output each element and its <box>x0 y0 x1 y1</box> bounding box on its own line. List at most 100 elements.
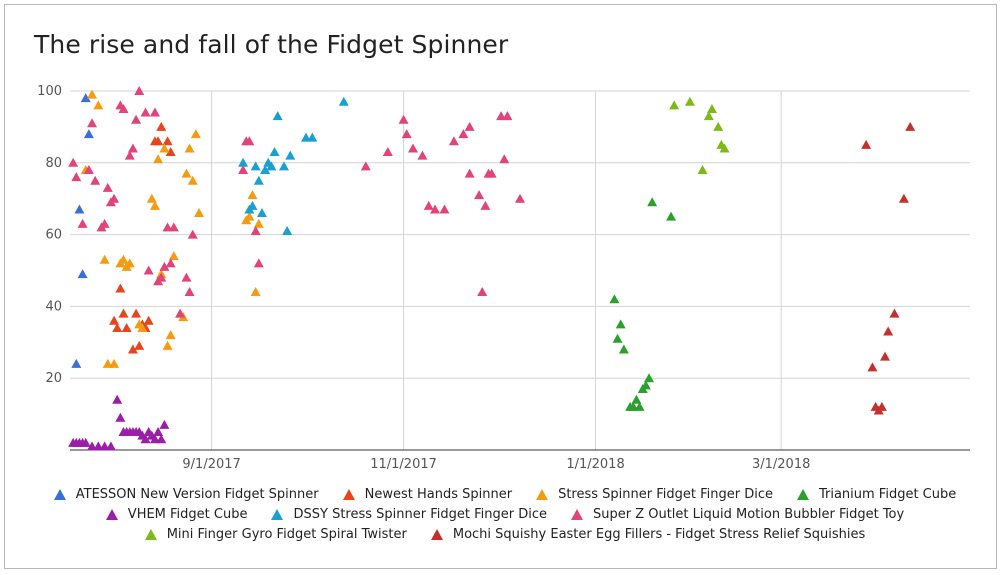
series-0 <box>71 93 94 368</box>
data-point <box>401 129 412 139</box>
y-tick-label: 40 <box>45 299 62 314</box>
data-point <box>464 121 475 131</box>
data-point <box>134 340 145 350</box>
data-point <box>307 132 318 142</box>
data-point <box>168 251 179 261</box>
data-point <box>697 164 708 174</box>
data-point <box>282 226 293 236</box>
data-point <box>105 441 116 451</box>
data-point <box>80 93 91 103</box>
legend-item[interactable]: Trianium Fidget Cube <box>796 487 956 502</box>
data-point <box>439 204 450 214</box>
data-point <box>74 204 85 214</box>
data-point <box>168 222 179 232</box>
data-point <box>153 136 164 146</box>
series-3 <box>609 197 677 411</box>
chart-title: The rise and fall of the Fidget Spinner <box>34 30 509 59</box>
data-point <box>187 175 198 185</box>
chart-card <box>4 4 997 569</box>
data-point <box>499 154 510 164</box>
data-point <box>83 164 94 174</box>
data-point <box>382 147 393 157</box>
legend-row: Mini Finger Gyro Fidget Spiral Twister Mo… <box>30 524 980 544</box>
legend-label: Stress Spinner Fidget Finger Dice <box>558 486 773 502</box>
legend-label: Mochi Squishy Easter Egg Fillers - Fidge… <box>452 526 866 542</box>
data-point <box>666 211 677 221</box>
data-point <box>423 200 434 210</box>
data-point <box>458 129 469 139</box>
data-point <box>905 121 916 131</box>
x-tick-label: 1/1/2018 <box>566 457 624 472</box>
legend-triangle-icon <box>105 508 118 520</box>
data-point <box>477 287 488 297</box>
legend-item[interactable]: DSSY Stress Spinner Fidget Finger Dice <box>271 507 547 522</box>
data-point <box>99 218 110 228</box>
data-point <box>99 254 110 264</box>
data-point <box>464 168 475 178</box>
data-point <box>71 358 82 368</box>
legend-item[interactable]: ATESSON New Version Fidget Spinner <box>53 487 319 502</box>
series-8 <box>861 121 916 415</box>
data-point <box>124 258 135 268</box>
data-point <box>149 200 160 210</box>
data-point <box>247 190 258 200</box>
data-point <box>149 434 160 444</box>
legend-label: DSSY Stress Spinner Fidget Finger Dice <box>293 506 547 522</box>
data-point <box>408 143 419 153</box>
data-point <box>703 111 714 121</box>
data-point <box>115 412 126 422</box>
data-point <box>417 150 428 160</box>
data-point <box>146 193 157 203</box>
data-point <box>706 103 717 113</box>
data-point <box>131 308 142 318</box>
data-point <box>244 211 255 221</box>
x-tick-label: 11/1/2017 <box>370 457 437 472</box>
data-point <box>143 265 154 275</box>
data-point <box>238 157 249 167</box>
series-4 <box>68 394 170 451</box>
data-point <box>861 139 872 149</box>
legend-item[interactable]: Mochi Squishy Easter Egg Fillers - Fidge… <box>430 526 866 542</box>
legend-triangle-icon <box>536 488 549 500</box>
data-point <box>250 287 261 297</box>
legend-row: VHEM Fidget Cube DSSY Stress Spinner Fidg… <box>30 504 980 524</box>
data-point <box>77 218 88 228</box>
legend-label: VHEM Fidget Cube <box>127 506 248 522</box>
data-point <box>83 129 94 139</box>
legend-item[interactable]: Stress Spinner Fidget Finger Dice <box>536 487 773 502</box>
data-point <box>609 294 620 304</box>
data-point <box>253 175 264 185</box>
data-point <box>112 394 123 404</box>
data-point <box>502 111 513 121</box>
data-point <box>181 272 192 282</box>
legend-item[interactable]: Mini Finger Gyro Fidget Spiral Twister <box>144 526 407 542</box>
data-point <box>140 434 151 444</box>
data-point <box>165 147 176 157</box>
data-point <box>515 193 525 203</box>
legend-label: Super Z Outlet Liquid Motion Bubbler Fid… <box>592 506 905 522</box>
legend-item[interactable]: VHEM Fidget Cube <box>105 506 248 522</box>
legend-item[interactable]: Newest Hands Spinner <box>342 487 512 502</box>
data-point <box>134 86 145 95</box>
tick-labels: 20 40 60 80 100 9/1/2017 11/1/2017 1/1/2018 3/1/… <box>37 84 810 472</box>
data-point <box>165 258 176 268</box>
legend-label: Mini Finger Gyro Fidget Spiral Twister <box>166 526 407 542</box>
y-tick-label: 60 <box>45 228 62 243</box>
data-point <box>127 344 138 354</box>
series-5 <box>238 96 349 236</box>
data-point <box>162 340 173 350</box>
data-point <box>162 136 173 146</box>
data-point <box>118 103 129 113</box>
data-point <box>266 161 277 171</box>
data-point <box>184 287 195 297</box>
data-point <box>87 118 98 128</box>
legend-item[interactable]: Super Z Outlet Liquid Motion Bubbler Fid… <box>570 506 905 522</box>
data-point <box>430 204 441 214</box>
data-point <box>360 161 371 171</box>
data-point <box>162 222 173 232</box>
legend-triangle-icon <box>342 488 355 500</box>
data-point <box>631 394 642 404</box>
data-point <box>713 121 724 131</box>
data-point <box>269 147 280 157</box>
